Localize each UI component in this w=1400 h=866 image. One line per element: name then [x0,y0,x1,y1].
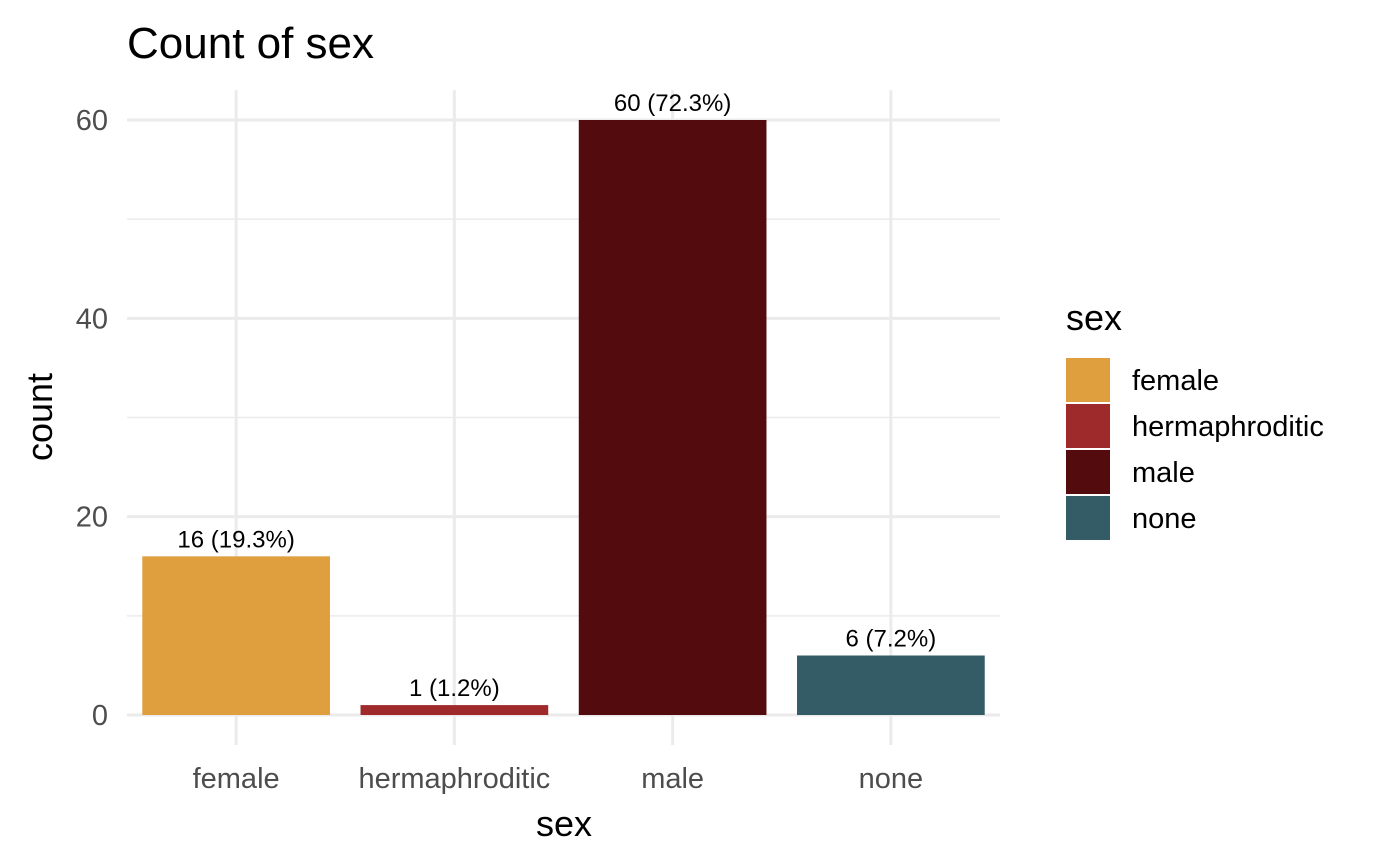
legend-entries: female hermaphroditic male none [1066,358,1324,540]
x-axis-title: sex [536,803,592,844]
x-tick-label-male: male [641,763,704,795]
bar-female [142,556,330,715]
data-label-none: 6 (7.2%) [846,626,937,653]
bar-none [797,655,985,715]
x-tick-label-female: female [193,763,280,795]
legend-label-female: female [1132,365,1219,397]
data-labels-layer: 16 (19.3%) 1 (1.2%) 60 (72.3%) 6 (7.2%) [177,90,936,702]
x-axis-ticks: female hermaphroditic male none [193,763,924,795]
bars-layer [142,120,985,715]
chart-title: Count of sex [127,19,374,68]
x-tick-label-hermaphroditic: hermaphroditic [358,763,550,795]
legend-key-none [1066,496,1110,540]
y-tick-label: 20 [76,502,108,534]
legend-label-male: male [1132,457,1195,489]
legend-label-none: none [1132,503,1197,535]
legend-label-hermaphroditic: hermaphroditic [1132,411,1324,443]
legend-key-male [1066,450,1110,494]
data-label-hermaphroditic: 1 (1.2%) [409,675,500,702]
y-tick-label: 0 [92,700,108,732]
data-label-female: 16 (19.3%) [177,526,294,553]
y-tick-label: 40 [76,303,108,335]
bar-male [578,120,767,715]
legend-key-hermaphroditic [1066,404,1110,448]
y-tick-label: 60 [76,105,108,137]
legend: sex female hermaphroditic male none [1066,297,1324,540]
legend-title: sex [1066,297,1122,338]
bar-hermaphroditic [360,705,549,715]
data-label-male: 60 (72.3%) [614,90,731,117]
y-axis-ticks: 0 20 40 60 [76,105,108,732]
legend-key-female [1066,358,1110,402]
x-tick-label-none: none [859,763,924,795]
y-axis-title: count [19,373,60,461]
